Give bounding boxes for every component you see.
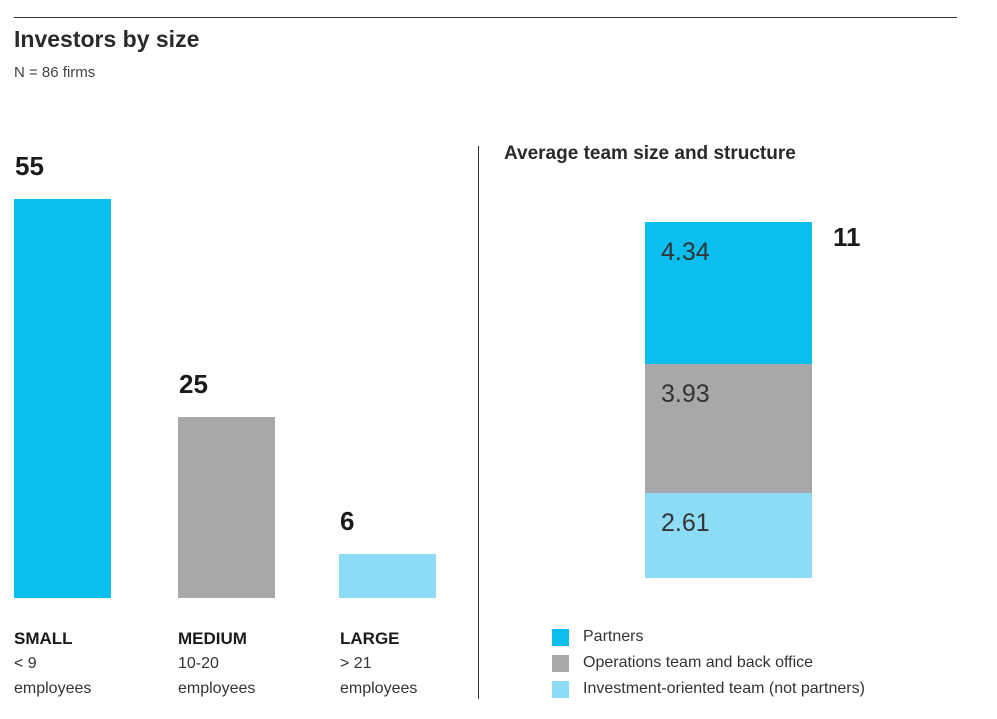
bar-large: [339, 554, 436, 598]
legend-item-operations: Operations team and back office: [552, 650, 865, 676]
legend: Partners Operations team and back office…: [552, 624, 865, 702]
category-label-large: LARGE > 21 employees: [340, 626, 417, 701]
legend-label-partners: Partners: [583, 628, 644, 645]
page-title: Investors by size: [14, 26, 200, 52]
legend-swatch-operations: [552, 654, 569, 672]
page-subtitle: N = 86 firms: [14, 64, 96, 81]
segment-label-operations: 3.93: [661, 380, 710, 408]
stack-total-label: 11: [833, 222, 861, 252]
category-label-small: SMALL < 9 employees: [14, 626, 91, 701]
category-unit-medium: employees: [178, 680, 256, 697]
legend-swatch-investment: [552, 680, 569, 698]
category-range-large: > 21: [340, 655, 372, 672]
segment-label-investment: 2.61: [661, 508, 710, 537]
bar-value-medium: 25: [179, 368, 208, 399]
category-range-medium: 10-20: [178, 655, 219, 672]
top-rule: [14, 17, 957, 18]
bar-value-large: 6: [340, 506, 355, 537]
legend-item-investment: Investment-oriented team (not partners): [552, 676, 865, 702]
chart-divider: [478, 146, 479, 699]
legend-item-partners: Partners: [552, 624, 865, 650]
category-name-medium: MEDIUM: [178, 629, 247, 648]
category-range-small: < 9: [14, 655, 37, 672]
category-unit-small: employees: [14, 680, 92, 697]
bar-value-small: 55: [15, 151, 44, 181]
legend-label-operations: Operations team and back office: [583, 654, 814, 671]
bar-medium: [178, 416, 275, 598]
category-label-medium: MEDIUM 10-20 employees: [178, 626, 255, 701]
segment-partners: 4.34: [645, 222, 812, 364]
segment-investment: 2.61: [645, 492, 812, 578]
category-name-large: LARGE: [340, 629, 400, 648]
category-unit-large: employees: [340, 680, 418, 697]
team-structure-title: Average team size and structure: [504, 143, 796, 164]
legend-label-investment: Investment-oriented team (not partners): [583, 680, 865, 697]
segment-label-partners: 4.34: [661, 238, 710, 266]
bar-small: [14, 199, 111, 598]
category-name-small: SMALL: [14, 629, 73, 648]
legend-swatch-partners: [552, 628, 569, 646]
segment-operations: 3.93: [645, 364, 812, 493]
